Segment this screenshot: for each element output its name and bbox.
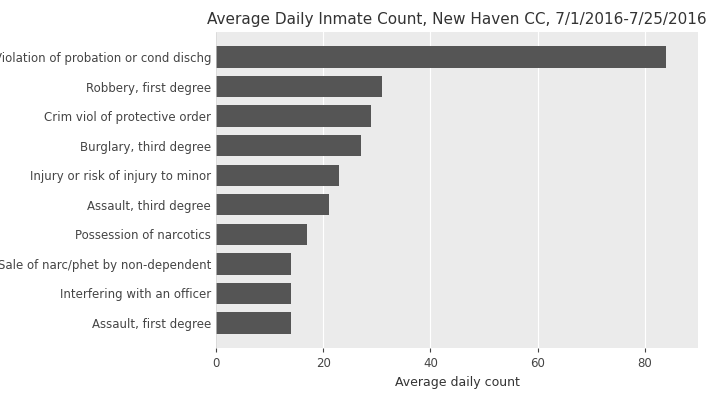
Bar bbox=[216, 106, 372, 127]
X-axis label: Average daily count: Average daily count bbox=[395, 376, 520, 388]
Bar bbox=[216, 224, 307, 245]
Bar bbox=[216, 76, 382, 97]
Title: Average Daily Inmate Count, New Haven CC, 7/1/2016-7/25/2016: Average Daily Inmate Count, New Haven CC… bbox=[207, 12, 707, 27]
Bar bbox=[216, 312, 291, 334]
Bar bbox=[216, 283, 291, 304]
Bar bbox=[216, 253, 291, 274]
Bar bbox=[216, 194, 328, 216]
Bar bbox=[216, 135, 361, 156]
Bar bbox=[216, 46, 666, 68]
Bar bbox=[216, 164, 339, 186]
